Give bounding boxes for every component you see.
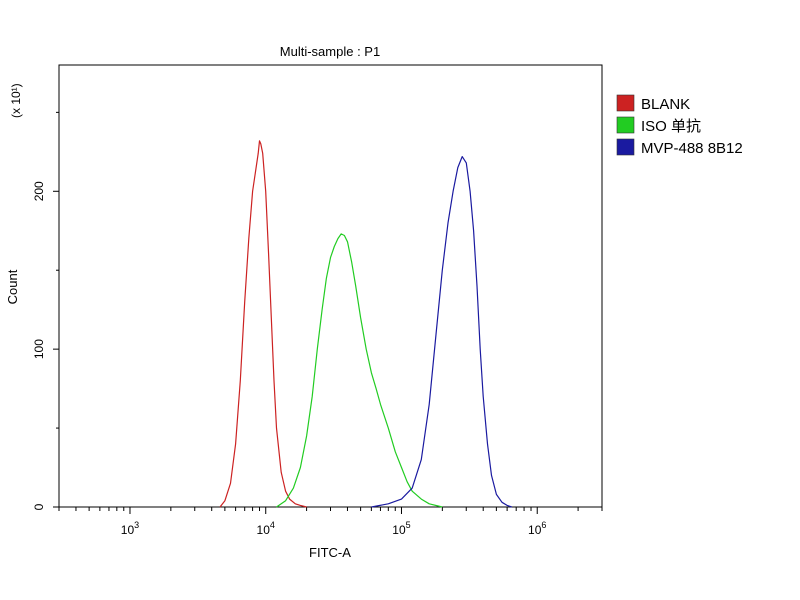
legend: BLANK ISO 单抗 MVP-488 8B12 xyxy=(616,94,743,157)
legend-label: BLANK xyxy=(641,96,690,113)
y-tick-label: 100 xyxy=(32,339,46,359)
y-axis: 0 100 200 xyxy=(32,111,59,510)
series-line xyxy=(219,140,307,508)
x-tick-label: 103 xyxy=(121,520,139,537)
legend-swatch xyxy=(616,94,635,112)
x-tick-label: 105 xyxy=(392,520,410,537)
legend-label: ISO 单抗 xyxy=(641,118,701,135)
series-curves xyxy=(219,140,512,508)
y-tick-label: 200 xyxy=(32,181,46,201)
legend-swatch xyxy=(616,116,635,134)
legend-swatch xyxy=(616,138,635,156)
y-tick-label: 0 xyxy=(32,503,46,510)
y-axis-multiplier: (x 10¹) xyxy=(9,83,23,118)
x-axis: 103 104 105 106 xyxy=(58,507,603,537)
x-axis-label: FITC-A xyxy=(309,545,351,560)
x-tick-label: 104 xyxy=(257,520,275,537)
chart-title: Multi-sample : P1 xyxy=(280,44,380,59)
plot-frame xyxy=(58,64,603,508)
series-line xyxy=(276,233,443,508)
x-tick-label: 106 xyxy=(528,520,546,537)
y-axis-label: Count xyxy=(5,269,20,304)
series-line xyxy=(371,156,512,508)
legend-label: MVP-488 8B12 xyxy=(641,140,743,157)
